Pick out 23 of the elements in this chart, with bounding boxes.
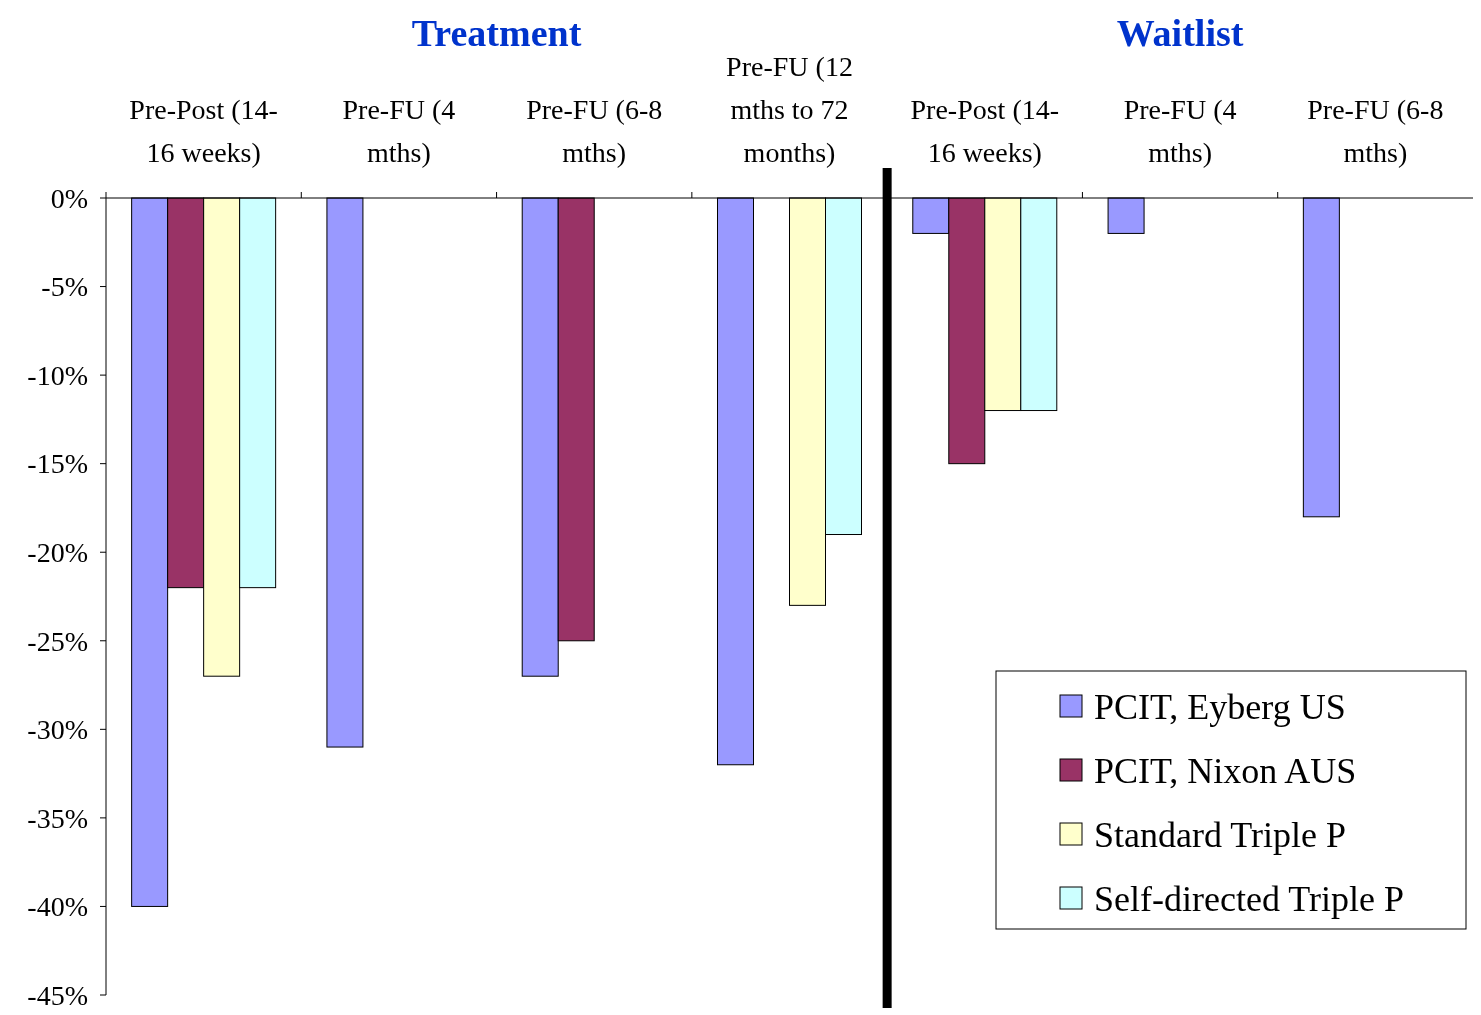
x-tick-label: Pre-FU (4 mths) (342, 94, 456, 168)
y-tick-label: -35% (27, 802, 88, 834)
x-tick-label: Pre-Post (14-16 weeks) (129, 94, 278, 168)
text: Treatment (411, 12, 582, 54)
legend-label: PCIT, Eyberg US (1094, 686, 1346, 727)
y-tick-label: -30% (27, 714, 88, 746)
text: Waitlist (1116, 12, 1244, 54)
legend-label: Self-directed Triple P (1094, 878, 1404, 919)
y-tick-label: -10% (27, 359, 88, 391)
x-tick-label: Pre-FU (4 mths) (1123, 94, 1237, 168)
legend-label: PCIT, Nixon AUS (1094, 750, 1357, 791)
x-tick-label: Pre-Post (14-16 weeks) (910, 94, 1060, 168)
y-tick-label: -25% (27, 625, 88, 657)
x-tick-label: Pre-FU (6-8 mths) (1307, 94, 1444, 168)
y-tick-label: -45% (27, 979, 88, 1011)
y-tick-label: -5% (41, 271, 88, 303)
x-tick-label: Pre-FU (12 mths to 72 months) (726, 51, 853, 168)
y-tick-label: -15% (27, 448, 88, 480)
y-tick-label: -20% (27, 537, 88, 569)
y-tick-label: -40% (27, 891, 88, 923)
x-tick-label: Pre-FU (6-8 mths) (526, 94, 663, 168)
y-tick-label: 0% (50, 182, 88, 214)
legend-label: Standard Triple P (1094, 814, 1347, 855)
